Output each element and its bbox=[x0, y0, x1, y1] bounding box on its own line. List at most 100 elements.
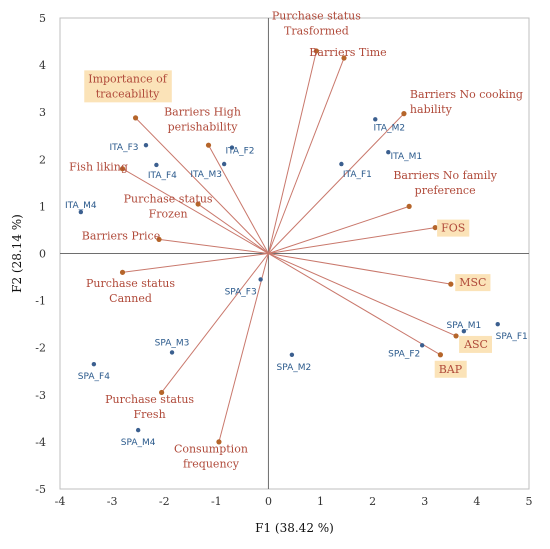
observation-point bbox=[339, 161, 344, 167]
variable-point bbox=[159, 389, 165, 396]
variable-label-line: Frozen bbox=[149, 208, 188, 221]
variable-vector bbox=[268, 253, 451, 285]
variable-point bbox=[432, 224, 438, 231]
observation-point bbox=[386, 150, 391, 155]
y-tick-labels: -5 -4 -3 -2 -1 0 1 2 3 4 5 bbox=[35, 12, 46, 496]
variable-label-line: Barriers High bbox=[164, 106, 241, 119]
variable-label-line: preference bbox=[415, 184, 476, 197]
observation-label: ITA_M2 bbox=[373, 123, 405, 133]
variable-label: Barriers No family preference bbox=[393, 169, 497, 197]
variable-point bbox=[453, 333, 459, 339]
variable-point bbox=[406, 203, 412, 209]
variable-vector bbox=[268, 253, 457, 337]
variable-label-line: Consumption bbox=[174, 442, 248, 455]
observation-label: SPA_F4 bbox=[78, 372, 110, 382]
observation-label: SPA_F1 bbox=[496, 332, 528, 342]
x-tick-label: 2 bbox=[369, 495, 376, 508]
observation-points: ITA_F3 ITA_F4 ITA_M4 ITA_F2 ITA_M3 ITA_M2 ITA_… bbox=[65, 117, 528, 448]
variable-label-line: Purchase status bbox=[105, 393, 194, 406]
variable-label-line: MSC bbox=[459, 276, 486, 289]
variable-label-line: hability bbox=[410, 103, 453, 116]
x-tick-label: -4 bbox=[55, 495, 66, 508]
variable-vector bbox=[122, 253, 269, 273]
variable-point bbox=[195, 201, 201, 207]
variable-label-line: Importance of bbox=[88, 72, 168, 85]
variable-vector bbox=[218, 253, 269, 443]
variable-label-line: Barriers Time bbox=[309, 46, 386, 59]
label-highlight bbox=[437, 219, 470, 237]
label-highlight bbox=[455, 274, 491, 292]
variable-label-line: frequency bbox=[183, 457, 240, 470]
variable-vector bbox=[135, 117, 269, 254]
label-highlight bbox=[434, 360, 467, 378]
y-tick-label: -1 bbox=[35, 295, 46, 308]
variable-label-line: Purchase status bbox=[272, 9, 361, 22]
observation-point bbox=[229, 145, 235, 150]
variable-label: Purchase status Canned bbox=[86, 277, 175, 305]
x-tick-label: -3 bbox=[107, 495, 118, 508]
label-highlight bbox=[459, 335, 492, 353]
variable-vector bbox=[122, 168, 269, 254]
variable-label: Consumption frequency bbox=[174, 442, 248, 470]
variable-point bbox=[205, 142, 212, 148]
observation-label: ITA_F2 bbox=[225, 147, 254, 157]
variable-vector bbox=[208, 144, 269, 254]
observation-label: SPA_M1 bbox=[447, 321, 482, 331]
variable-vectors bbox=[119, 48, 459, 445]
x-tick-label: 5 bbox=[526, 495, 533, 508]
y-axis-title: F2 (28.14 %) bbox=[10, 214, 24, 293]
observation-label: ITA_F1 bbox=[343, 170, 372, 180]
observation-label: SPA_M4 bbox=[121, 438, 156, 448]
variable-label: ASC bbox=[459, 335, 492, 353]
variable-point bbox=[313, 48, 319, 54]
variable-vector bbox=[158, 238, 269, 254]
variable-point bbox=[401, 111, 407, 117]
observation-point bbox=[495, 321, 500, 327]
variable-point bbox=[437, 352, 444, 358]
observation-point bbox=[373, 117, 378, 122]
variable-label-line: Fish liking bbox=[69, 161, 128, 174]
variable-label: Purchase status Fresh bbox=[105, 393, 194, 421]
observation-label: SPA_F3 bbox=[225, 287, 257, 297]
x-tick-label: 0 bbox=[265, 495, 272, 508]
variable-vector bbox=[267, 57, 345, 254]
variable-label-line: traceability bbox=[96, 87, 160, 100]
y-tick-label: 1 bbox=[39, 200, 46, 213]
x-tick-labels: -4 -3 -2 -1 0 1 2 3 4 5 bbox=[55, 495, 533, 508]
variable-vector bbox=[267, 50, 317, 254]
variable-label-line: Fresh bbox=[134, 408, 166, 421]
x-tick-label: 3 bbox=[421, 495, 428, 508]
variable-label-line: Canned bbox=[109, 292, 152, 305]
y-tick-label: -3 bbox=[35, 389, 46, 402]
variable-point bbox=[341, 55, 347, 61]
variable-label: MSC bbox=[455, 274, 491, 292]
variable-labels: Purchase status Trasformed Barriers Time Ba… bbox=[69, 9, 523, 470]
observation-point bbox=[78, 209, 84, 215]
variable-vector bbox=[268, 227, 436, 254]
variable-label-line: Purchase status bbox=[124, 193, 213, 206]
y-tick-label: 5 bbox=[39, 12, 46, 25]
observation-point bbox=[91, 361, 97, 367]
variable-label: Purchase status Frozen bbox=[124, 193, 213, 221]
x-tick-label: -1 bbox=[211, 495, 222, 508]
variable-point bbox=[132, 115, 139, 121]
y-tick-label: 2 bbox=[39, 153, 46, 166]
observation-point bbox=[258, 277, 263, 282]
x-tick-label: 4 bbox=[473, 495, 480, 508]
variable-label-line: Trasformed bbox=[284, 24, 349, 37]
variable-vector bbox=[268, 113, 405, 254]
variable-label: Importance of traceability bbox=[84, 70, 172, 103]
observation-label: ITA_M3 bbox=[190, 170, 222, 180]
variable-label: Barriers No cooking hability bbox=[410, 88, 523, 116]
y-tick-label: -5 bbox=[35, 483, 46, 496]
variable-label: Barriers High perishability bbox=[164, 106, 241, 134]
variable-point bbox=[156, 236, 162, 242]
y-tick-label: -2 bbox=[35, 342, 46, 355]
x-axis-title: F1 (38.42 %) bbox=[255, 521, 334, 535]
variable-label: Barriers Time bbox=[309, 46, 386, 59]
variable-point bbox=[448, 281, 454, 287]
observation-point bbox=[461, 329, 467, 334]
y-tick-label: -4 bbox=[35, 436, 46, 449]
x-tick-label: 1 bbox=[317, 495, 324, 508]
variable-label-line: perishability bbox=[168, 121, 239, 134]
